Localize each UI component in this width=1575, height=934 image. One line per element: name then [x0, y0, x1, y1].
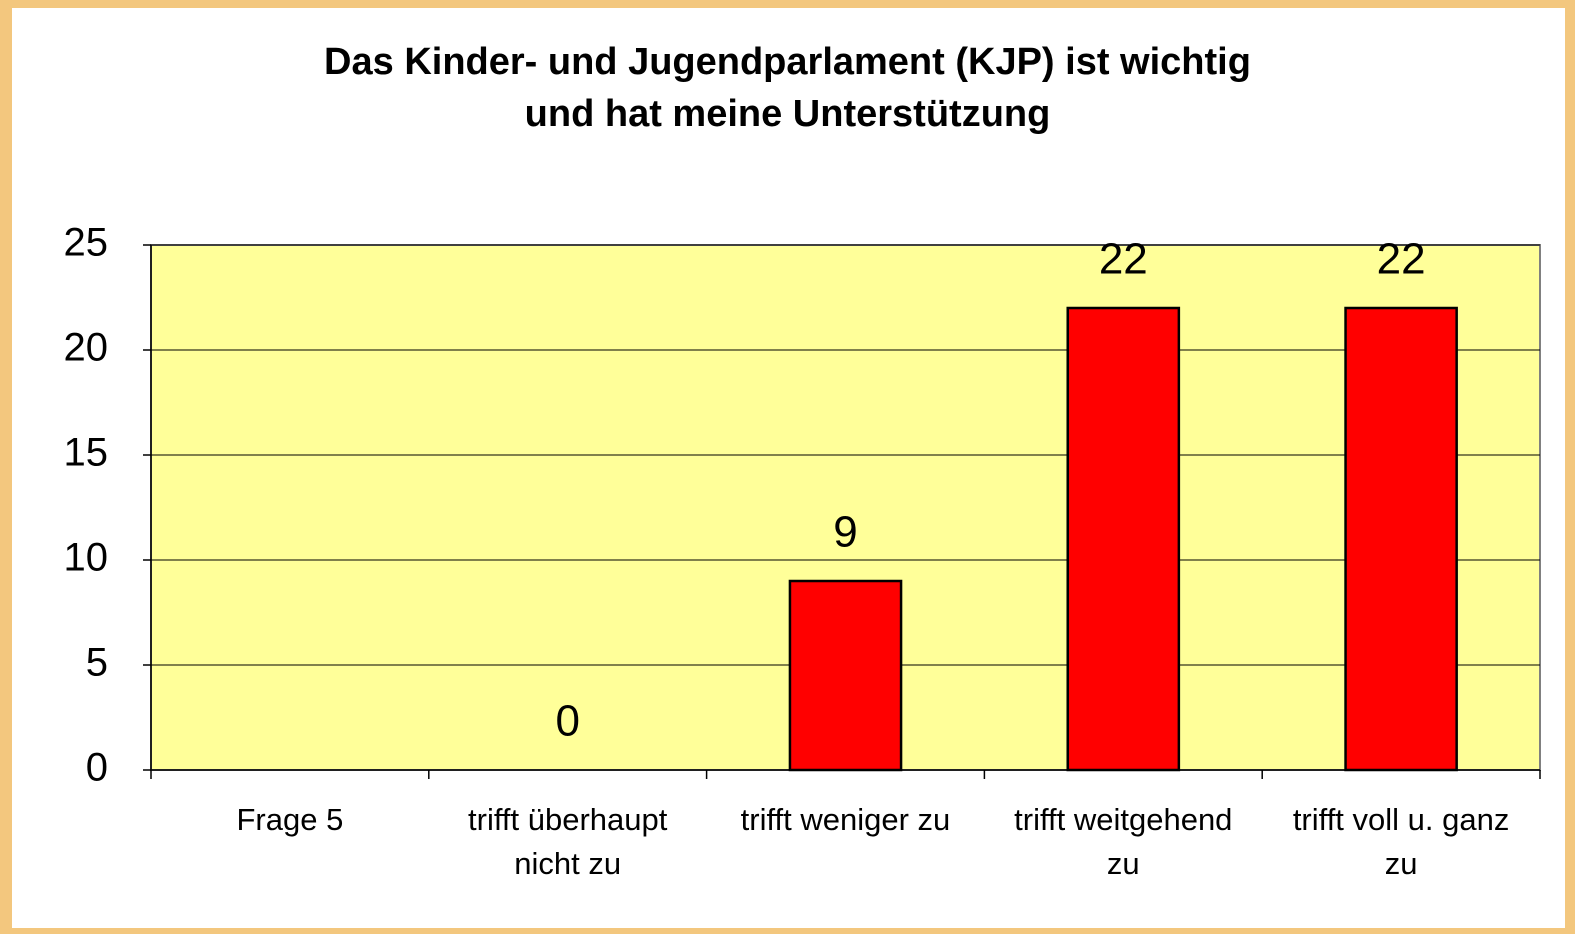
x-tick-label: Frage 5: [236, 802, 344, 837]
y-tick-label: 25: [64, 221, 109, 265]
y-tick-label: 15: [64, 431, 109, 475]
x-tick-label: trifft weitgehend zu: [1014, 802, 1233, 881]
bar: [1344, 306, 1458, 772]
y-tick-label: 5: [86, 641, 108, 685]
bar: [1066, 306, 1181, 772]
value-label: 22: [1377, 235, 1426, 284]
value-label: 22: [1099, 235, 1148, 284]
y-tick-label: 20: [64, 326, 109, 370]
value-label: 9: [833, 508, 857, 557]
chart-title: Das Kinder- und Jugendparlament (KJP) is…: [324, 41, 1251, 135]
x-tick-label: trifft weniger zu: [740, 802, 951, 837]
bar: [788, 579, 903, 772]
y-tick-label: 10: [64, 536, 109, 580]
value-label: 0: [555, 697, 579, 746]
y-tick-label: 0: [86, 746, 108, 790]
x-tick-label: trifft voll u. ganz zu: [1292, 802, 1510, 881]
x-tick-label: trifft überhaupt nicht zu: [468, 802, 668, 881]
